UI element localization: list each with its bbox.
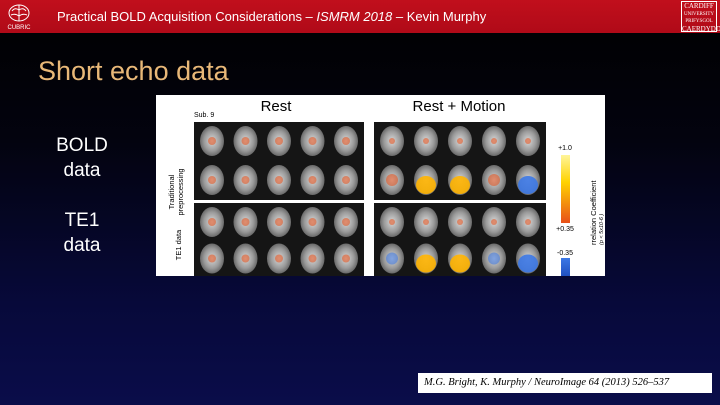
row-label-traditional-2: preprocessing (176, 168, 185, 215)
activation-overlay (308, 137, 317, 145)
scale-axis-sublabel: (p < 5x10-6 ) (599, 213, 605, 245)
activation-overlay (275, 254, 283, 263)
activation-overlay (342, 137, 350, 145)
activation-overlay (386, 174, 398, 186)
activation-overlay (208, 137, 216, 145)
scale-neg-label: -0.35 (557, 250, 573, 257)
activation-overlay (275, 137, 283, 145)
activation-overlay (491, 219, 497, 225)
activation-overlay (488, 252, 500, 265)
row-label-te1: TE1 data (174, 229, 183, 260)
presentation-title: Practical BOLD Acquisition Consideration… (57, 9, 487, 24)
activation-overlay (208, 218, 216, 226)
correlation-figure: Rest Rest + Motion Sub. 9 Traditional pr… (156, 95, 605, 276)
activation-overlay (342, 254, 350, 263)
subject-label: Sub. 9 (194, 112, 214, 119)
activation-overlay (389, 219, 395, 225)
activation-overlay (518, 176, 538, 194)
cubric-logo-icon: CUBRIC (7, 4, 31, 31)
activation-overlay (450, 176, 470, 194)
activation-overlay (241, 254, 250, 263)
scale-pos-label: +0.35 (556, 226, 574, 233)
activation-overlay (525, 219, 531, 225)
activation-overlay (416, 254, 436, 273)
activation-overlay (518, 254, 538, 273)
activation-overlay (275, 176, 283, 184)
scale-max-label: +1.0 (558, 145, 572, 152)
activation-overlay (241, 137, 250, 145)
activation-overlay (423, 219, 429, 225)
bold-data-label: BOLD data (56, 135, 108, 181)
activation-overlay (208, 176, 216, 184)
activation-overlay (457, 138, 463, 144)
header-bar: CUBRIC Practical BOLD Acquisition Consid… (0, 0, 720, 33)
col-label-motion: Rest + Motion (413, 98, 506, 115)
activation-overlay (488, 174, 500, 186)
activation-overlay (275, 218, 283, 226)
colorbar-negative (561, 258, 570, 276)
activation-overlay (241, 218, 250, 226)
citation: M.G. Bright, K. Murphy / NeuroImage 64 (… (418, 373, 712, 393)
activation-overlay (389, 138, 395, 144)
activation-overlay (525, 138, 531, 144)
activation-overlay (241, 176, 250, 184)
te1-data-label: TE1 data (63, 210, 101, 256)
activation-overlay (342, 218, 350, 226)
scale-axis-label: rrelation Coefficient (589, 180, 598, 245)
activation-overlay (308, 254, 317, 263)
activation-overlay (208, 254, 216, 263)
activation-overlay (457, 219, 463, 225)
row-label-traditional-1: Traditional (167, 174, 176, 209)
activation-overlay (308, 176, 317, 184)
col-label-rest: Rest (261, 98, 293, 115)
slide-title: Short echo data (38, 56, 229, 86)
activation-overlay (416, 176, 436, 194)
activation-overlay (423, 138, 429, 144)
cardiff-university-logo: CARDIFF UNIVERSITY PRIFYSGOL CAERDYDD (681, 1, 720, 33)
colorbar-positive (561, 155, 570, 223)
activation-overlay (308, 218, 317, 226)
cubric-logo-text: CUBRIC (7, 25, 31, 31)
activation-overlay (491, 138, 497, 144)
brain-maps-svg: Rest Rest + Motion Sub. 9 Traditional pr… (167, 98, 605, 276)
activation-overlay (386, 252, 398, 265)
activation-overlay (342, 176, 350, 184)
activation-overlay (450, 254, 470, 273)
